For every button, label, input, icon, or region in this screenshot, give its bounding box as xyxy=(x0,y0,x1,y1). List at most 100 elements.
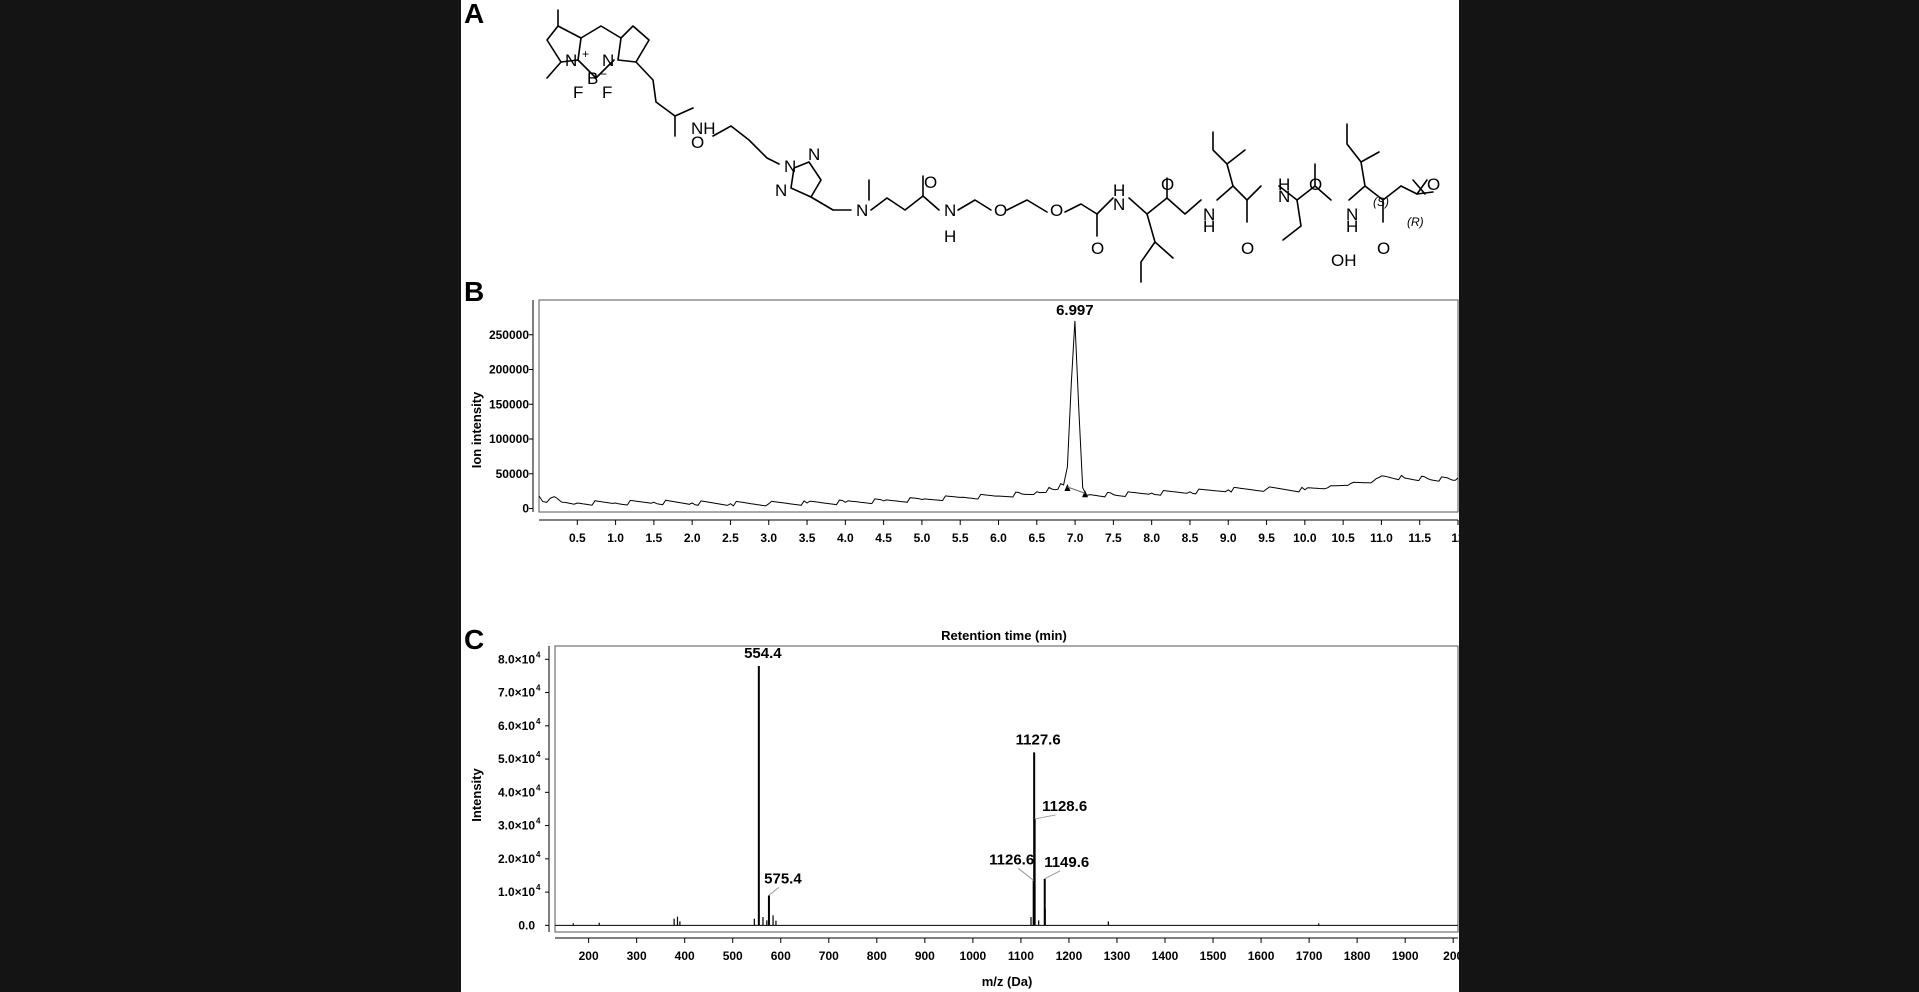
spectrum-y-tick-label: 1.0×10 xyxy=(498,885,535,899)
chromatogram-trace xyxy=(538,320,1459,507)
chromatogram-x-tick-label: 11.5 xyxy=(1408,531,1431,545)
atom-oh: OH xyxy=(1331,251,1357,270)
atom-h-5: H xyxy=(1346,217,1358,236)
atom-n-8: N xyxy=(1113,195,1125,214)
atom-b: B xyxy=(587,69,598,88)
peak-label: 575.4 xyxy=(764,870,802,887)
atom-o-4: O xyxy=(1050,201,1063,220)
chromatogram-x-tick-label: 1.0 xyxy=(607,531,624,545)
peak-label: 1149.6 xyxy=(1044,854,1089,871)
atom-o-8: O xyxy=(1309,175,1322,194)
atom-n-7: N xyxy=(944,201,956,220)
atom-o-7: O xyxy=(1241,239,1254,258)
spectrum-y-tick-exponent: 4 xyxy=(536,684,541,693)
spectrum-x-tick-label: 1000 xyxy=(960,949,987,963)
atom-n-2: N xyxy=(602,51,614,70)
atom-h-3: H xyxy=(1203,217,1215,236)
chromatogram-y-tick-label: 150000 xyxy=(489,397,529,411)
chromatogram-plot-frame xyxy=(538,299,1459,513)
spectrum-y-tick-label: 7.0×10 xyxy=(498,686,535,700)
integration-baseline xyxy=(1067,486,1086,494)
spectrum-x-tick-label: 1600 xyxy=(1248,949,1275,963)
atom-h-4: H xyxy=(1278,175,1290,194)
chromatogram-x-tick-label: 4.5 xyxy=(875,531,892,545)
mass-spectrum-chart: Intensity m/z (Da) 0.01.0×10 42.0×10 43.0×… xyxy=(469,645,1459,989)
chromatogram-x-tick-label: 3.5 xyxy=(799,531,816,545)
spectrum-y-tick-label: 2.0×10 xyxy=(498,852,535,866)
atom-n-10: N xyxy=(1278,187,1290,206)
peak-label-leader xyxy=(1044,870,1061,880)
spectrum-y-tick-label: 6.0×10 xyxy=(498,719,535,733)
atom-o-6: O xyxy=(1161,175,1174,194)
spectrum-x-tick-label: 1400 xyxy=(1152,949,1179,963)
chromatogram-peak-label: 6.997 xyxy=(1056,302,1094,319)
spectrum-x-tick-label: 600 xyxy=(771,949,791,963)
peak-label-leader xyxy=(768,887,780,896)
integration-marker xyxy=(1082,490,1089,498)
chromatogram-x-tick-label: 2.0 xyxy=(684,531,701,545)
peak-label: 1127.6 xyxy=(1016,731,1061,748)
spectrum-plot-frame xyxy=(554,645,1459,933)
chromatogram-x-tick-label: 1.5 xyxy=(646,531,663,545)
peak-label-leader xyxy=(1034,814,1056,820)
figure: A B C xyxy=(461,0,1459,992)
spectrum-y-tick-exponent: 4 xyxy=(536,783,541,792)
chromatogram-y-tick-label: 100000 xyxy=(489,432,529,446)
chromatogram-x-tick-label: 0.5 xyxy=(569,531,586,545)
charge-plus: + xyxy=(582,47,589,61)
atom-f-1: F xyxy=(573,83,583,102)
spectrum-x-tick-label: 700 xyxy=(819,949,839,963)
spectrum-y-tick-exponent: 4 xyxy=(536,750,541,759)
spectrum-x-tick-label: 200 xyxy=(579,949,599,963)
atom-o-2: O xyxy=(924,173,937,192)
atom-n-6: N xyxy=(856,201,868,220)
panel-label-c: C xyxy=(464,624,485,655)
spectrum-x-tick-label: 1500 xyxy=(1200,949,1227,963)
atom-o-1: O xyxy=(691,133,704,152)
spectrum-y-tick-label: 0.0 xyxy=(518,918,535,932)
spectrum-x-tick-label: 200 xyxy=(1443,949,1459,963)
chromatogram-x-tick-label: 5.0 xyxy=(914,531,931,545)
atom-n-3: N xyxy=(775,181,787,200)
spectrum-y-axis-label: Intensity xyxy=(469,768,484,822)
chromatogram-x-tick-label: 8.0 xyxy=(1143,531,1160,545)
stereo-label-s: (S) xyxy=(1373,195,1389,209)
atom-o-5: O xyxy=(1091,239,1104,258)
atom-h-1: H xyxy=(944,227,956,246)
chromatogram-y-tick-label: 0 xyxy=(522,502,529,516)
atom-n-11: N xyxy=(1346,205,1358,224)
spectrum-x-tick-label: 500 xyxy=(723,949,743,963)
spectrum-y-tick-exponent: 4 xyxy=(536,650,541,659)
atom-o-9: O xyxy=(1377,239,1390,258)
charge-minus: − xyxy=(600,67,607,81)
chromatogram-x-tick-label: 6.0 xyxy=(990,531,1007,545)
spectrum-x-tick-label: 1700 xyxy=(1296,949,1323,963)
spectrum-y-tick-label: 8.0×10 xyxy=(498,652,535,666)
spectrum-y-tick-exponent: 4 xyxy=(536,717,541,726)
atom-o-3: O xyxy=(994,201,1007,220)
atom-f-2: F xyxy=(602,83,612,102)
chromatogram-x-tick-label: 9.5 xyxy=(1258,531,1275,545)
chromatogram-y-tick-label: 250000 xyxy=(489,328,529,342)
chromatogram-y-tick-label: 50000 xyxy=(496,467,530,481)
spectrum-y-tick-exponent: 4 xyxy=(536,817,541,826)
atom-o-epoxide: O xyxy=(1427,175,1440,194)
peak-label: 1126.6 xyxy=(989,851,1034,868)
spectrum-x-tick-label: 1100 xyxy=(1008,949,1034,963)
chromatogram-x-tick-label: 8.5 xyxy=(1182,531,1199,545)
chromatogram-x-tick-label: 11.0 xyxy=(1370,531,1393,545)
chromatogram-y-tick-label: 200000 xyxy=(489,363,529,377)
spectrum-y-tick-label: 5.0×10 xyxy=(498,752,535,766)
chromatogram-chart: Ion intensity Retention time (min) 6.997… xyxy=(469,299,1459,643)
chromatogram-x-tick-label: 9.0 xyxy=(1220,531,1237,545)
panel-label-b: B xyxy=(464,276,485,307)
stereo-label-r: (R) xyxy=(1407,215,1424,229)
chromatogram-x-tick-label: 7.0 xyxy=(1067,531,1084,545)
spectrum-y-tick-exponent: 4 xyxy=(536,883,541,892)
chromatogram-x-tick-label: 5.5 xyxy=(952,531,969,545)
chromatogram-x-tick-label: 7.5 xyxy=(1105,531,1122,545)
peak-label-leader xyxy=(1017,868,1034,881)
atom-nh-1: NH xyxy=(691,119,716,138)
spectrum-x-axis-label: m/z (Da) xyxy=(982,974,1033,989)
spectrum-x-tick-label: 900 xyxy=(915,949,935,963)
